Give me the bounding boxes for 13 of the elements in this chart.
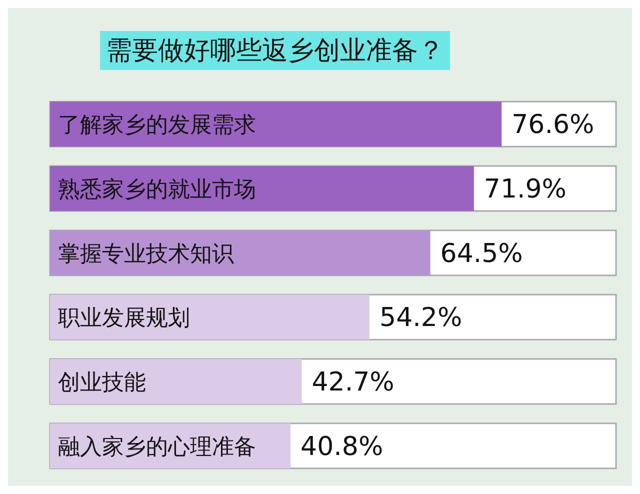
y-tick-label: 创业技能 [58,370,146,396]
y-tick-label: 职业发展规划 [58,306,190,332]
y-tick-label: 掌握专业技术知识 [58,242,234,267]
data-label: 54.2% [380,303,462,334]
chart-title: 需要做好哪些返乡创业准备？ [100,30,450,70]
data-label: 71.9% [484,174,567,204]
y-tick-label: 了解家乡的发展需求 [58,113,256,138]
data-label: 42.7% [312,367,394,398]
y-tick-label: 融入家乡的心理准备 [58,434,256,460]
y-tick-label: 熟悉家乡的就业市场 [58,177,256,202]
data-label: 76.6% [512,110,594,140]
data-label: 64.5% [440,238,523,269]
data-label: 40.8% [300,432,384,462]
